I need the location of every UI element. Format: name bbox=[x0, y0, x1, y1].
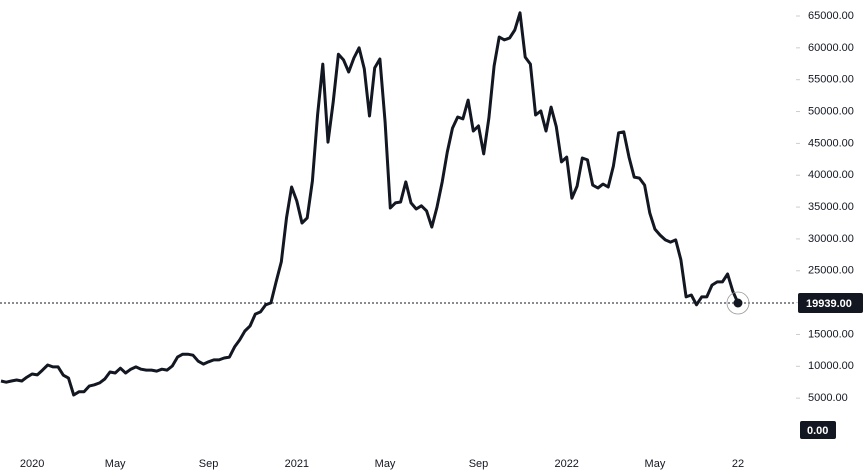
x-tick-label: Sep bbox=[199, 458, 219, 470]
price-label: 19939.00 bbox=[806, 298, 852, 310]
y-tick-label: 0.00 bbox=[807, 425, 828, 437]
x-tick-label: 2021 bbox=[285, 458, 309, 470]
price-box bbox=[798, 293, 863, 314]
y-tick-label: 45000.00 bbox=[808, 137, 854, 149]
x-tick-label: May bbox=[375, 458, 396, 470]
x-tick-label: May bbox=[645, 458, 666, 470]
y-tick-label: 15000.00 bbox=[808, 328, 854, 340]
price-line-series bbox=[0, 11, 740, 397]
last-point bbox=[733, 298, 743, 308]
x-tick-label: 2020 bbox=[20, 458, 44, 470]
x-tick-label: Sep bbox=[469, 458, 489, 470]
x-tick-label: 2022 bbox=[554, 458, 578, 470]
y-tick-label: 65000.00 bbox=[808, 10, 854, 22]
y-tick-label: 25000.00 bbox=[808, 265, 854, 277]
y-tick-box bbox=[800, 421, 836, 439]
y-tick-label: 35000.00 bbox=[808, 201, 854, 213]
y-tick-label: 5000.00 bbox=[808, 392, 848, 404]
y-tick-label: 60000.00 bbox=[808, 42, 854, 54]
x-tick-label: 22 bbox=[732, 458, 744, 470]
y-tick-label: 10000.00 bbox=[808, 360, 854, 372]
y-tick-label: 55000.00 bbox=[808, 74, 854, 86]
y-tick-label: 50000.00 bbox=[808, 105, 854, 117]
last-point-halo bbox=[726, 291, 750, 315]
y-tick-label: 40000.00 bbox=[808, 169, 854, 181]
x-tick-label: May bbox=[105, 458, 126, 470]
y-tick-label: 30000.00 bbox=[808, 233, 854, 245]
